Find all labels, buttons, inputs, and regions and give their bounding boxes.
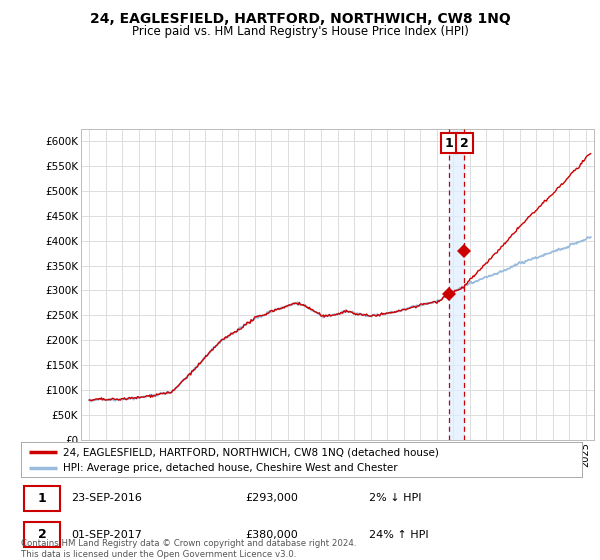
Text: 23-SEP-2016: 23-SEP-2016: [71, 493, 142, 503]
Bar: [449, 129, 464, 440]
Text: 24, EAGLESFIELD, HARTFORD, NORTHWICH, CW8 1NQ: 24, EAGLESFIELD, HARTFORD, NORTHWICH, CW…: [89, 12, 511, 26]
Text: Contains HM Land Registry data © Crown copyright and database right 2024.
This d: Contains HM Land Registry data © Crown c…: [21, 539, 356, 559]
Text: Price paid vs. HM Land Registry's House Price Index (HPI): Price paid vs. HM Land Registry's House …: [131, 25, 469, 38]
Text: 2% ↓ HPI: 2% ↓ HPI: [369, 493, 421, 503]
FancyBboxPatch shape: [24, 486, 60, 511]
FancyBboxPatch shape: [24, 522, 60, 547]
Text: £380,000: £380,000: [245, 530, 298, 539]
Text: 1: 1: [445, 137, 453, 150]
Text: 01-SEP-2017: 01-SEP-2017: [71, 530, 142, 539]
Text: 2: 2: [460, 137, 469, 150]
Text: 2: 2: [38, 528, 46, 541]
Text: 24, EAGLESFIELD, HARTFORD, NORTHWICH, CW8 1NQ (detached house): 24, EAGLESFIELD, HARTFORD, NORTHWICH, CW…: [63, 447, 439, 457]
Text: £293,000: £293,000: [245, 493, 298, 503]
Text: 24% ↑ HPI: 24% ↑ HPI: [369, 530, 428, 539]
Text: HPI: Average price, detached house, Cheshire West and Chester: HPI: Average price, detached house, Ches…: [63, 464, 398, 473]
Text: 1: 1: [38, 492, 46, 505]
